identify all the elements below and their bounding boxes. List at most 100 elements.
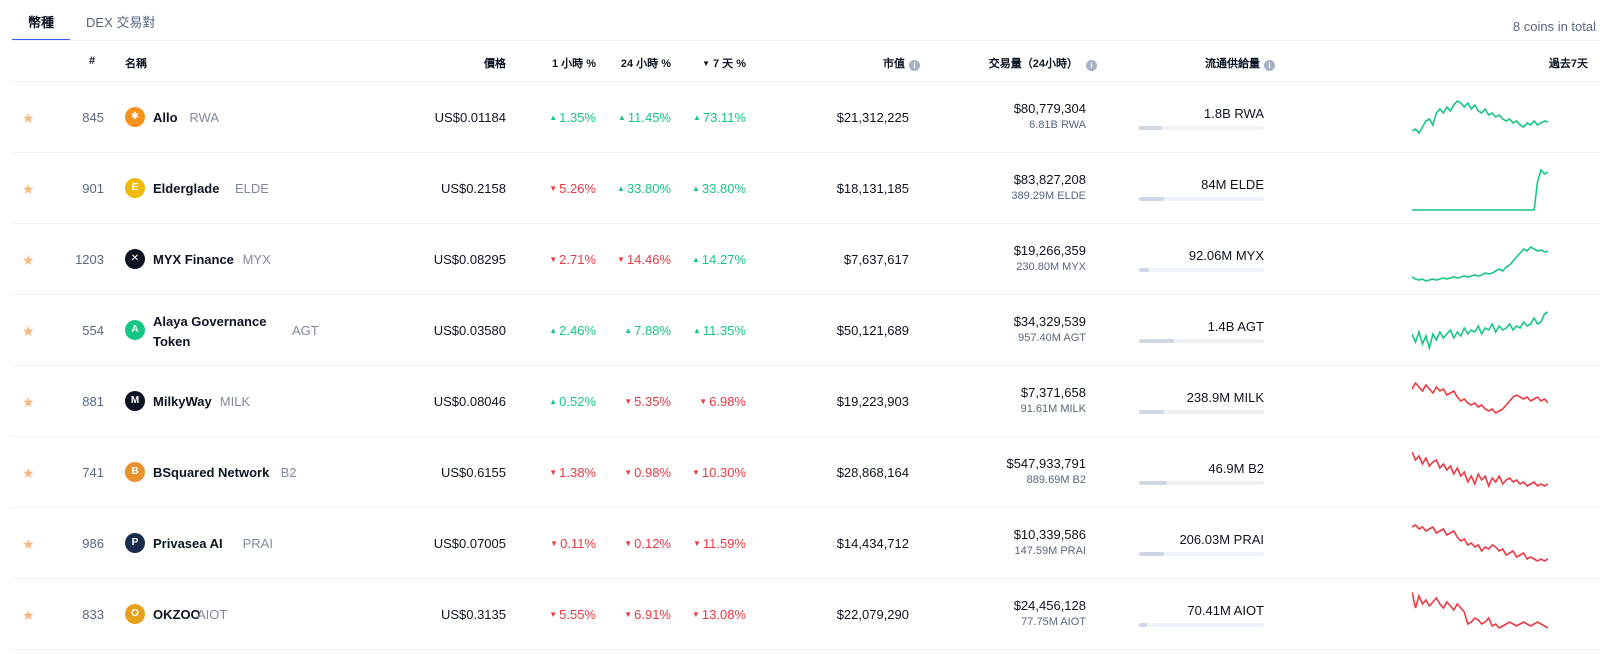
star-icon[interactable]: ★ bbox=[22, 536, 35, 552]
volume-24h: $10,339,586 147.59M PRAI bbox=[1014, 527, 1086, 557]
coin-name[interactable]: Alaya Governance Token bbox=[153, 314, 267, 349]
supply-progress-bar bbox=[1139, 339, 1264, 343]
table-row[interactable]: ★ 901 E Elderglade ELDE US$0.2158 ▼ 5.26% ▲ 33.80… bbox=[12, 153, 1600, 224]
coin-logo-icon: ✱ bbox=[125, 107, 145, 127]
change-7d: ▼ 11.59% bbox=[692, 536, 746, 551]
circulating-supply: 1.4B AGT bbox=[1207, 319, 1264, 334]
change-7d: ▼ 10.30% bbox=[691, 465, 746, 480]
volume-24h: $34,329,539 957.40M AGT bbox=[1014, 314, 1086, 344]
coin-price: US$0.03580 bbox=[433, 323, 506, 338]
star-icon[interactable]: ★ bbox=[22, 110, 35, 126]
sparkline-7d bbox=[1412, 245, 1548, 282]
table-row[interactable]: ★ 1203 ✕ MYX Finance MYX US$0.08295 ▼ 2.71% ▼ 14.… bbox=[12, 224, 1600, 295]
volume-usd: $547,933,791 bbox=[1006, 456, 1086, 471]
caret-up-icon: ▲ bbox=[691, 184, 700, 193]
coin-name[interactable]: BSquared Network bbox=[153, 465, 270, 480]
caret-down-icon: ▼ bbox=[549, 255, 558, 264]
tab-coins[interactable]: 幣種 bbox=[12, 0, 71, 41]
circulating-supply: 1.8B RWA bbox=[1204, 106, 1264, 121]
table-row[interactable]: ★ 986 P Privasea AI PRAI US$0.07005 ▼ 0.11% ▼ 0.1… bbox=[12, 508, 1600, 579]
change-24h: ▼ 5.35% bbox=[624, 394, 671, 409]
caret-up-icon: ▲ bbox=[549, 397, 558, 406]
caret-down-icon: ▼ bbox=[699, 397, 708, 406]
table-row[interactable]: ★ 845 ✱ Allo RWA US$0.01184 ▲ 1.35% ▲ 11.45% ▲ 73.1… bbox=[12, 82, 1600, 153]
circulating-supply: 238.9M MILK bbox=[1186, 390, 1264, 405]
header-rank[interactable]: # bbox=[89, 55, 96, 67]
header-1h[interactable]: 1 小時 % bbox=[551, 58, 596, 70]
coin-price: US$0.2158 bbox=[440, 181, 506, 196]
coin-name[interactable]: Privasea AI bbox=[153, 536, 223, 551]
header-market-cap[interactable]: 市值 i bbox=[883, 55, 920, 71]
star-icon[interactable]: ★ bbox=[22, 465, 35, 481]
coin-name[interactable]: OKZOO bbox=[153, 607, 201, 622]
star-icon[interactable]: ★ bbox=[22, 181, 35, 197]
tab-dex-pairs[interactable]: DEX 交易對 bbox=[86, 15, 156, 30]
star-icon[interactable]: ★ bbox=[22, 607, 35, 623]
sparkline-series bbox=[1412, 245, 1548, 282]
volume-usd: $10,339,586 bbox=[1013, 527, 1086, 542]
sort-desc-icon: ▼ bbox=[702, 59, 710, 68]
rank: 881 bbox=[82, 394, 104, 409]
header-volume[interactable]: 交易量（24小時） i bbox=[989, 55, 1097, 71]
sparkline-series bbox=[1412, 168, 1548, 211]
caret-up-icon: ▲ bbox=[617, 113, 626, 122]
coin-name[interactable]: MilkyWay bbox=[153, 394, 212, 409]
supply-progress-bar bbox=[1139, 623, 1264, 627]
caret-down-icon: ▼ bbox=[691, 468, 700, 477]
sparkline-series bbox=[1412, 381, 1548, 415]
change-1h: ▲ 0.52% bbox=[549, 394, 596, 409]
table-row[interactable]: ★ 554 A Alaya Governance Token AGT US$0.03580… bbox=[12, 295, 1600, 366]
table-row[interactable]: ★ 833 O OKZOO AIOT US$0.3135 ▼ 5.55% ▼ 6.91% ▼ 13.0… bbox=[12, 579, 1600, 650]
coin-price: US$0.08295 bbox=[433, 252, 506, 267]
star-icon[interactable]: ★ bbox=[22, 394, 35, 410]
star-icon[interactable]: ★ bbox=[22, 252, 35, 268]
header-24h[interactable]: 24 小時 % bbox=[620, 58, 671, 70]
coin-name[interactable]: MYX Finance bbox=[153, 252, 234, 267]
coin-name[interactable]: Allo bbox=[153, 110, 178, 125]
coin-price: US$0.3135 bbox=[440, 607, 506, 622]
info-icon[interactable]: i bbox=[1086, 60, 1097, 71]
sparkline-series bbox=[1412, 523, 1548, 562]
info-icon[interactable]: i bbox=[1264, 60, 1275, 71]
change-7d: ▲ 14.27% bbox=[691, 252, 746, 267]
volume-usd: $19,266,359 bbox=[1013, 243, 1086, 258]
coin-logo-icon: A bbox=[125, 320, 145, 340]
volume-usd: $7,371,658 bbox=[1020, 385, 1086, 400]
coin-price: US$0.01184 bbox=[434, 110, 506, 125]
supply-progress-bar bbox=[1139, 552, 1264, 556]
circulating-supply: 206.03M PRAI bbox=[1179, 532, 1264, 547]
header-supply[interactable]: 流通供給量 i bbox=[1205, 55, 1275, 71]
change-1h: ▼ 1.38% bbox=[549, 465, 596, 480]
change-1h: ▼ 2.71% bbox=[549, 252, 596, 267]
caret-down-icon: ▼ bbox=[692, 539, 701, 548]
sparkline-7d bbox=[1412, 591, 1548, 630]
market-cap: $21,312,225 bbox=[836, 110, 909, 125]
change-1h: ▲ 1.35% bbox=[549, 110, 596, 125]
coin-symbol: PRAI bbox=[242, 536, 273, 551]
caret-up-icon: ▲ bbox=[624, 326, 633, 335]
market-cap: $22,079,290 bbox=[836, 607, 909, 622]
change-24h: ▼ 14.46% bbox=[616, 252, 671, 267]
sparkline-7d bbox=[1412, 381, 1548, 415]
table-row[interactable]: ★ 741 B BSquared Network B2 US$0.6155 ▼ 1.38% ▼ 0… bbox=[12, 437, 1600, 508]
header-name[interactable]: 名稱 bbox=[125, 58, 147, 70]
supply-progress-bar bbox=[1139, 197, 1264, 201]
info-icon[interactable]: i bbox=[909, 60, 920, 71]
volume-24h: $7,371,658 91.61M MILK bbox=[1021, 385, 1086, 415]
coin-name[interactable]: Elderglade bbox=[153, 181, 220, 196]
volume-24h: $83,827,208 389.29M ELDE bbox=[1011, 172, 1086, 202]
volume-coin: 889.69M B2 bbox=[1026, 474, 1086, 486]
coin-symbol: AIOT bbox=[197, 607, 228, 622]
sparkline-series bbox=[1412, 591, 1548, 630]
header-7d[interactable]: ▼ 7 天 % bbox=[702, 58, 746, 70]
change-24h: ▲ 11.45% bbox=[617, 110, 671, 125]
header-price[interactable]: 價格 bbox=[484, 58, 506, 70]
coin-symbol: B2 bbox=[280, 465, 297, 480]
table-row[interactable]: ★ 881 M MilkyWay MILK US$0.08046 ▲ 0.52% ▼ 5.35% ▼… bbox=[12, 366, 1600, 437]
market-cap: $7,637,617 bbox=[843, 252, 909, 267]
rank: 845 bbox=[82, 110, 104, 125]
star-icon[interactable]: ★ bbox=[22, 323, 35, 339]
circulating-supply: 92.06M MYX bbox=[1188, 248, 1264, 263]
circulating-supply: 46.9M B2 bbox=[1208, 461, 1264, 476]
coin-symbol: AGT bbox=[292, 323, 319, 338]
